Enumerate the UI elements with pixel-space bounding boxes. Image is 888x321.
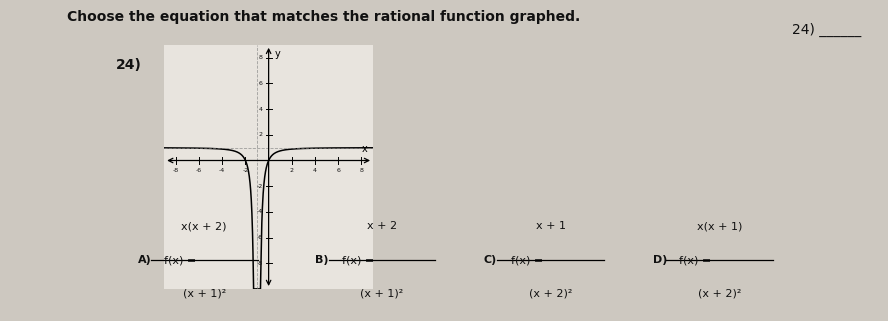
Text: f(x) =: f(x) = <box>342 255 374 265</box>
Text: -2: -2 <box>242 168 249 173</box>
Text: -4: -4 <box>219 168 226 173</box>
Text: f(x) =: f(x) = <box>164 255 196 265</box>
Text: 8: 8 <box>259 55 263 60</box>
Text: x + 1: x + 1 <box>535 221 566 231</box>
Text: -8: -8 <box>173 168 179 173</box>
Text: (x + 2)²: (x + 2)² <box>698 289 741 299</box>
Text: -2: -2 <box>257 184 263 189</box>
Text: x(x + 2): x(x + 2) <box>181 221 227 231</box>
Text: x(x + 1): x(x + 1) <box>696 221 742 231</box>
Text: (x + 1)²: (x + 1)² <box>361 289 403 299</box>
Text: 8: 8 <box>360 168 363 173</box>
Text: -4: -4 <box>257 209 263 214</box>
Text: x + 2: x + 2 <box>367 221 397 231</box>
Text: 6: 6 <box>337 168 340 173</box>
Text: Choose the equation that matches the rational function graphed.: Choose the equation that matches the rat… <box>67 10 580 24</box>
Text: f(x) =: f(x) = <box>679 255 711 265</box>
Text: -6: -6 <box>196 168 202 173</box>
Text: 4: 4 <box>313 168 317 173</box>
Text: -8: -8 <box>257 261 263 266</box>
Text: 24): 24) <box>115 58 141 72</box>
Text: D): D) <box>653 255 667 265</box>
Text: (x + 1)²: (x + 1)² <box>183 289 226 299</box>
Text: 6: 6 <box>259 81 263 86</box>
Text: (x + 2)²: (x + 2)² <box>529 289 572 299</box>
Text: y: y <box>274 49 281 59</box>
Text: x: x <box>361 144 367 154</box>
Text: B): B) <box>315 255 329 265</box>
Text: C): C) <box>484 255 497 265</box>
Text: f(x) =: f(x) = <box>511 255 543 265</box>
Text: -6: -6 <box>257 235 263 240</box>
Text: 2: 2 <box>258 132 263 137</box>
Text: A): A) <box>138 255 151 265</box>
Text: 4: 4 <box>258 107 263 112</box>
Text: 24) ______: 24) ______ <box>792 22 861 37</box>
Text: 2: 2 <box>289 168 294 173</box>
